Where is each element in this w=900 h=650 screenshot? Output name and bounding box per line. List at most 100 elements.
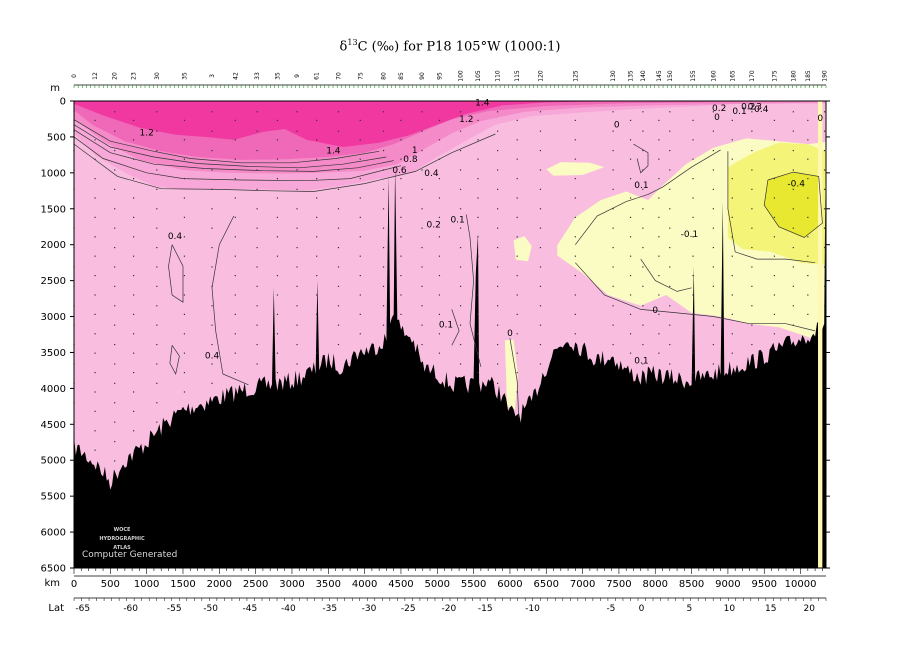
sample-dot	[669, 363, 671, 365]
sample-dot	[276, 139, 279, 141]
sample-dot	[773, 255, 776, 257]
sample-dot	[629, 197, 632, 199]
sample-dot	[438, 274, 441, 277]
sample-dot	[612, 149, 614, 152]
sample-dot	[477, 236, 479, 238]
sample-dot	[183, 119, 186, 121]
sample-dot	[421, 246, 423, 249]
sample-dot	[183, 255, 186, 257]
sample-dot	[400, 197, 402, 199]
sample-dot	[516, 333, 518, 335]
y-tick-label: 3500	[41, 348, 66, 359]
sample-dot	[211, 188, 213, 190]
sample-dot	[256, 149, 258, 152]
sample-dot	[276, 352, 279, 354]
contour-label: -0.4	[787, 180, 805, 190]
sample-dot	[823, 305, 826, 307]
sample-dot	[807, 139, 809, 141]
contour-lines	[74, 119, 823, 418]
sample-dot	[183, 294, 186, 296]
sample-dot	[629, 177, 632, 180]
sample-dot	[792, 324, 794, 326]
sample-dot	[459, 266, 462, 268]
sample-dot	[496, 324, 499, 326]
sample-dot	[296, 227, 298, 229]
sample-dot	[612, 246, 614, 249]
sample-dot	[114, 324, 116, 326]
x-tick-label: 6000	[497, 579, 522, 590]
sample-dot	[773, 158, 776, 160]
contour-line	[763, 171, 823, 238]
sample-dot	[459, 246, 462, 249]
sample-dot	[669, 266, 671, 268]
sample-dot	[400, 236, 402, 238]
sample-dot	[234, 371, 236, 374]
sample-dot	[438, 313, 441, 315]
sample-dot	[658, 119, 660, 121]
sample-dot	[114, 285, 116, 287]
sample-dot	[539, 130, 542, 132]
sample-dot	[629, 139, 632, 141]
sample-dot	[669, 246, 671, 249]
sample-dot	[516, 352, 518, 354]
sample-dot	[234, 274, 236, 277]
station-label: 75	[357, 72, 364, 80]
y-tick-label: 1000	[41, 168, 66, 179]
station-label: 100	[458, 70, 465, 82]
sample-dot	[183, 371, 186, 374]
sample-dot	[807, 177, 809, 180]
sample-dot	[400, 139, 402, 141]
sample-dot	[296, 324, 298, 326]
contour-label: 0.8	[403, 155, 418, 165]
sample-dot	[94, 119, 96, 121]
sample-dot	[276, 216, 279, 218]
contour-line	[169, 345, 180, 376]
sample-dot	[234, 177, 236, 180]
sample-dot	[438, 197, 441, 199]
sample-dot	[234, 352, 236, 354]
sample-dot	[296, 149, 298, 152]
sample-dot	[156, 188, 158, 190]
contour-line	[640, 258, 692, 292]
credit-logo-text: WOCE	[114, 527, 131, 533]
sample-dot	[382, 130, 385, 132]
x-tick-label: 4500	[388, 579, 413, 590]
sample-dot	[612, 266, 614, 268]
y-tick-label: 4500	[41, 420, 66, 431]
x-tick-label: 8000	[643, 579, 668, 590]
sample-dot	[114, 382, 116, 384]
lat-tick-label: 20	[804, 604, 816, 614]
sample-dot	[669, 130, 671, 132]
sample-dot	[438, 333, 441, 335]
sample-dot	[276, 274, 279, 277]
sample-dot	[612, 285, 614, 287]
sample-dot	[400, 294, 402, 296]
sample-dot	[574, 197, 576, 199]
band-negative-patch	[546, 162, 605, 176]
lat-tick-label: 0	[639, 604, 645, 614]
sample-dot	[359, 255, 361, 257]
station-label: 42	[232, 72, 239, 80]
sample-dot	[516, 119, 518, 121]
sample-dot	[296, 343, 298, 346]
sample-dot	[359, 216, 361, 218]
sample-dot	[211, 305, 213, 307]
contour-label: 1.4	[326, 147, 341, 157]
sample-dot	[792, 246, 794, 249]
x-tick-label: 3500	[316, 579, 341, 590]
sample-dot	[382, 227, 385, 229]
sample-dot	[132, 352, 135, 354]
credit-logo-text: HYDROGRAPHIC	[99, 536, 145, 542]
sample-dot	[574, 177, 576, 180]
sample-dot	[792, 285, 794, 287]
sample-dot	[539, 227, 542, 229]
sample-dot	[516, 391, 518, 393]
chart-title: δ13C (‰) for P18 105°W (1000:1)	[339, 38, 561, 55]
contour-label: 0.4	[205, 351, 220, 361]
sample-dot	[692, 313, 694, 315]
sample-dot	[477, 197, 479, 199]
contour-line	[74, 129, 394, 172]
sample-dot	[421, 343, 423, 346]
sample-dot	[156, 111, 158, 113]
contour-label: 0	[714, 113, 720, 123]
